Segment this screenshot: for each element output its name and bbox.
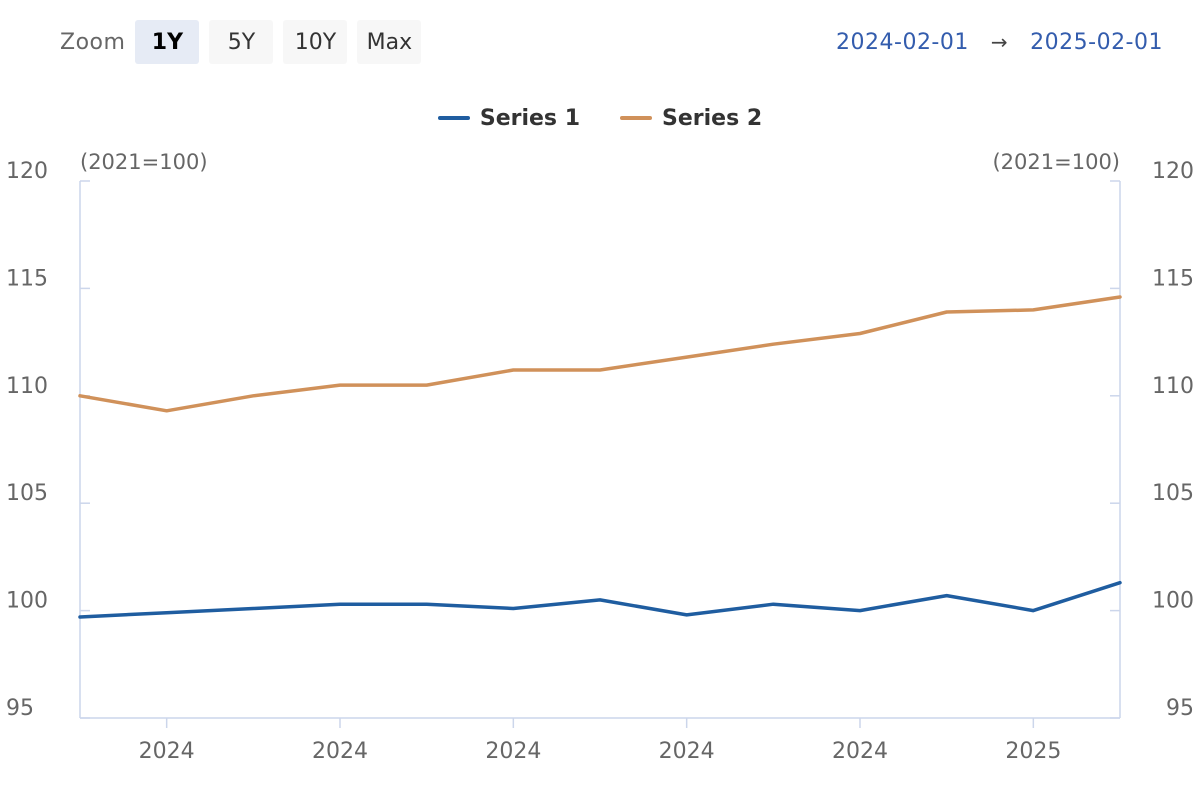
zoom-label: Zoom: [60, 29, 126, 55]
y-tick-label-right: 115: [1152, 266, 1194, 291]
y-tick-label-right: 100: [1152, 589, 1194, 614]
legend-label-series-1: Series 1: [479, 105, 580, 131]
zoom-5y-button[interactable]: 5Y: [209, 20, 274, 64]
y-unit-left: (2021=100): [80, 150, 208, 174]
range-from-input[interactable]: 2024-02-01: [836, 29, 969, 55]
series-2-line: [78, 295, 1122, 413]
x-tick-label: 2024: [659, 739, 715, 764]
legend-swatch-series-2: [620, 116, 652, 120]
y-unit-right: (2021=100): [992, 150, 1120, 174]
y-tick-label-left: 95: [6, 696, 34, 721]
legend-item-series-2[interactable]: Series 2: [620, 106, 762, 131]
chart-legend: Series 1 Series 2: [0, 98, 1200, 138]
y-tick-label-left: 100: [6, 589, 48, 614]
axes-group: [79, 181, 1121, 719]
x-tick-label: 2025: [1005, 739, 1061, 764]
zoom-max-button[interactable]: Max: [357, 20, 422, 64]
zoom-10y-button[interactable]: 10Y: [283, 20, 348, 64]
y-tick-label-right: 110: [1152, 374, 1194, 399]
x-tick-label: 2024: [312, 739, 368, 764]
date-range: 2024-02-01 → 2025-02-01: [836, 20, 1163, 64]
y-tick-label-left: 110: [6, 374, 48, 399]
y-tick-label-left: 115: [6, 266, 48, 291]
legend-label-series-2: Series 2: [662, 105, 763, 131]
y-tick-label-right: 120: [1152, 159, 1194, 184]
zoom-toolbar: Zoom 1Y 5Y 10Y Max: [60, 20, 431, 64]
series-lines-group: [78, 295, 1122, 619]
range-to-input[interactable]: 2025-02-01: [1030, 29, 1163, 55]
legend-swatch-series-1: [437, 116, 470, 120]
range-arrow-icon: →: [990, 30, 1009, 54]
x-tick-label: 2024: [139, 739, 195, 764]
legend-item-series-1[interactable]: Series 1: [437, 105, 580, 131]
y-tick-label-left: 105: [6, 481, 48, 506]
x-tick-label: 2024: [832, 739, 888, 764]
x-tick-label: 2024: [485, 739, 541, 764]
y-tick-label-left: 120: [6, 159, 48, 184]
zoom-1y-button[interactable]: 1Y: [135, 20, 200, 64]
y-tick-label-right: 95: [1166, 696, 1194, 721]
y-tick-label-right: 105: [1152, 481, 1194, 506]
ticks-group: 95 95 100 100 105 105 110 110 115 115 120 120 2024 20…: [6, 159, 1194, 764]
